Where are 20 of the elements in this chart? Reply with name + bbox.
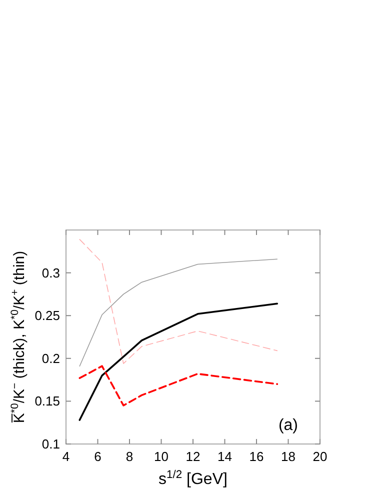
line-series bbox=[79, 239, 278, 364]
x-tick-label: 14 bbox=[218, 449, 232, 464]
line-series bbox=[78, 365, 278, 406]
y-tick-label: 0.25 bbox=[34, 308, 60, 324]
x-tick-label: 6 bbox=[94, 449, 102, 464]
x-tick-label: 8 bbox=[126, 449, 134, 464]
y-tick-label: 0.15 bbox=[34, 394, 60, 409]
x-tick-label: 20 bbox=[312, 449, 328, 464]
y-tick-label: 0.1 bbox=[42, 436, 60, 452]
x-tick-label: 4 bbox=[62, 449, 70, 464]
line-series bbox=[78, 302, 278, 421]
x-tick-label: 10 bbox=[154, 449, 168, 464]
y-tick-label: 0.2 bbox=[42, 350, 60, 366]
x-axis-title: s$^{1/2}$ [GeV] bbox=[158, 469, 228, 488]
y-tick-label: 0.3 bbox=[42, 265, 60, 280]
x-tick-label: 18 bbox=[281, 449, 296, 464]
annotation: (a) bbox=[278, 417, 298, 434]
x-tick-label: 12 bbox=[186, 449, 200, 464]
line-series bbox=[79, 258, 278, 367]
x-tick-label: 16 bbox=[249, 449, 264, 464]
